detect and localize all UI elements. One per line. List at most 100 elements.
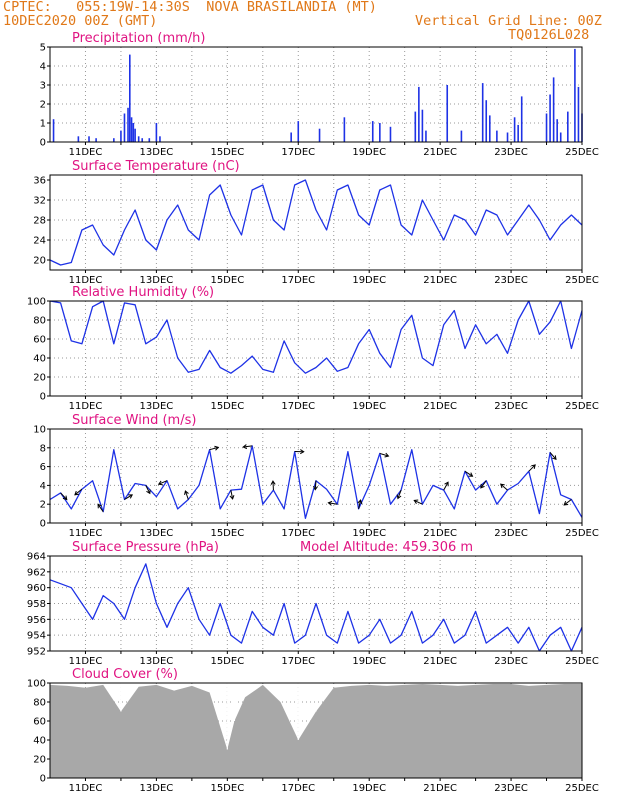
wind-arrow	[97, 504, 104, 513]
x-tick-label: 17DEC	[281, 656, 315, 667]
precip-bar	[446, 85, 449, 142]
y-tick-label: 0	[40, 138, 46, 149]
header-grid-note: Vertical Grid Line: 00Z	[415, 13, 602, 29]
precip-bar	[481, 83, 484, 142]
y-tick-label: 958	[27, 599, 46, 610]
wind-arrow	[379, 452, 389, 457]
y-tick-label: 36	[33, 176, 46, 187]
precip-bar	[297, 121, 300, 142]
precip-bar	[95, 138, 97, 142]
wind-arrow	[549, 452, 557, 460]
x-tick-label: 15DEC	[210, 275, 244, 286]
precip-panel: 0 1 2 3 4 5 11DEC 13DEC 15DEC 17DEC 19DEC 21DEC 23DE…	[40, 31, 599, 158]
x-tick-label: 11DEC	[69, 147, 103, 158]
precip-bar	[123, 113, 126, 142]
x-tick-label: 17DEC	[281, 401, 315, 412]
panel-frame	[49, 174, 583, 271]
precip-bar	[343, 117, 346, 142]
x-tick-label: 23DEC	[494, 147, 528, 158]
y-tick-label: 962	[27, 567, 46, 578]
y-tick-label: 2	[40, 500, 46, 511]
x-tick-label: 15DEC	[210, 401, 244, 412]
x-tick-label: 21DEC	[423, 656, 457, 667]
wind-arrow	[500, 483, 508, 491]
wind-arrow-head	[157, 480, 163, 486]
wind-arrow	[528, 464, 536, 472]
wind-arrow	[464, 470, 473, 477]
temp-panel: 20 24 28 32 36 11DEC 13DEC 15DEC 17DEC 19DEC 21DEC…	[33, 159, 599, 286]
y-tick-label: 2	[40, 100, 46, 111]
header-model-id: TQ0126L028	[508, 27, 590, 43]
precip-bar	[488, 115, 491, 142]
y-tick-label: 8	[40, 443, 46, 454]
cloud-cover-area	[50, 684, 582, 778]
precip-title: Precipitation (mm/h)	[72, 31, 205, 46]
y-tick-label: 80	[33, 316, 46, 327]
x-tick-label: 11DEC	[69, 656, 103, 667]
precip-bar	[52, 119, 55, 142]
x-tick-label: 21DEC	[423, 528, 457, 539]
x-tick-label: 25DEC	[565, 783, 599, 794]
wind-arrow	[145, 485, 151, 494]
x-tick-label: 19DEC	[352, 656, 386, 667]
x-tick-label: 13DEC	[140, 275, 174, 286]
wind-arrow-head	[229, 495, 235, 500]
x-tick-label: 23DEC	[494, 656, 528, 667]
wind-panel: 0 2 4 6 8 10 11DEC 13DEC 15DEC 17DEC 19DEC 21DEC 23D…	[33, 413, 599, 539]
y-tick-label: 956	[27, 615, 46, 626]
wind-arrow	[184, 490, 189, 500]
y-tick-label: 0	[40, 774, 46, 785]
y-tick-label: 0	[40, 392, 46, 403]
wind-arrow-head	[146, 489, 151, 495]
y-tick-label: 4	[40, 62, 46, 73]
precip-bar	[155, 123, 158, 142]
x-tick-label: 11DEC	[69, 528, 103, 539]
wind-arrow-head	[444, 481, 449, 487]
wind-arrow	[414, 499, 423, 505]
precip-bar	[127, 107, 129, 142]
precip-bar	[134, 128, 136, 142]
wind-arrow	[563, 499, 572, 506]
x-tick-label: 15DEC	[210, 528, 244, 539]
precip-bar	[577, 86, 580, 142]
precip-bar	[113, 138, 115, 142]
y-tick-label: 20	[33, 755, 46, 766]
precip-bar	[88, 136, 90, 142]
precip-bar	[520, 96, 523, 142]
pres-title: Surface Pressure (hPa)	[72, 540, 219, 555]
precip-bar	[132, 123, 135, 142]
precip-bar	[371, 121, 374, 142]
x-tick-label: 21DEC	[423, 275, 457, 286]
y-tick-label: 952	[27, 647, 46, 658]
x-tick-label: 25DEC	[565, 528, 599, 539]
wind-arrow	[358, 500, 362, 510]
x-tick-label: 17DEC	[281, 147, 315, 158]
x-tick-label: 25DEC	[565, 656, 599, 667]
wind-arrow-head	[214, 445, 220, 451]
precip-bar	[567, 111, 569, 142]
y-tick-label: 32	[33, 196, 46, 207]
wind-arrow-head	[384, 452, 390, 458]
wind-arrow-head	[97, 503, 102, 509]
x-tick-label: 13DEC	[140, 656, 174, 667]
x-tick-label: 19DEC	[352, 275, 386, 286]
rh-line	[49, 300, 583, 374]
wind-arrow	[209, 446, 219, 451]
x-tick-label: 15DEC	[210, 147, 244, 158]
y-tick-label: 100	[27, 297, 46, 308]
precip-bar	[148, 138, 151, 142]
wind-arrow-head	[563, 501, 569, 506]
wind-arrow	[124, 494, 133, 500]
y-tick-label: 28	[33, 216, 46, 227]
wind-arrow	[314, 480, 317, 490]
precip-bar	[425, 130, 427, 142]
temp-line	[49, 179, 583, 266]
precip-bar	[290, 132, 292, 142]
x-tick-label: 23DEC	[494, 401, 528, 412]
x-tick-label: 21DEC	[423, 147, 457, 158]
precip-bar	[517, 124, 519, 142]
wind-arrow	[243, 445, 253, 448]
wind-arrow	[397, 489, 402, 499]
x-tick-label: 13DEC	[140, 147, 174, 158]
